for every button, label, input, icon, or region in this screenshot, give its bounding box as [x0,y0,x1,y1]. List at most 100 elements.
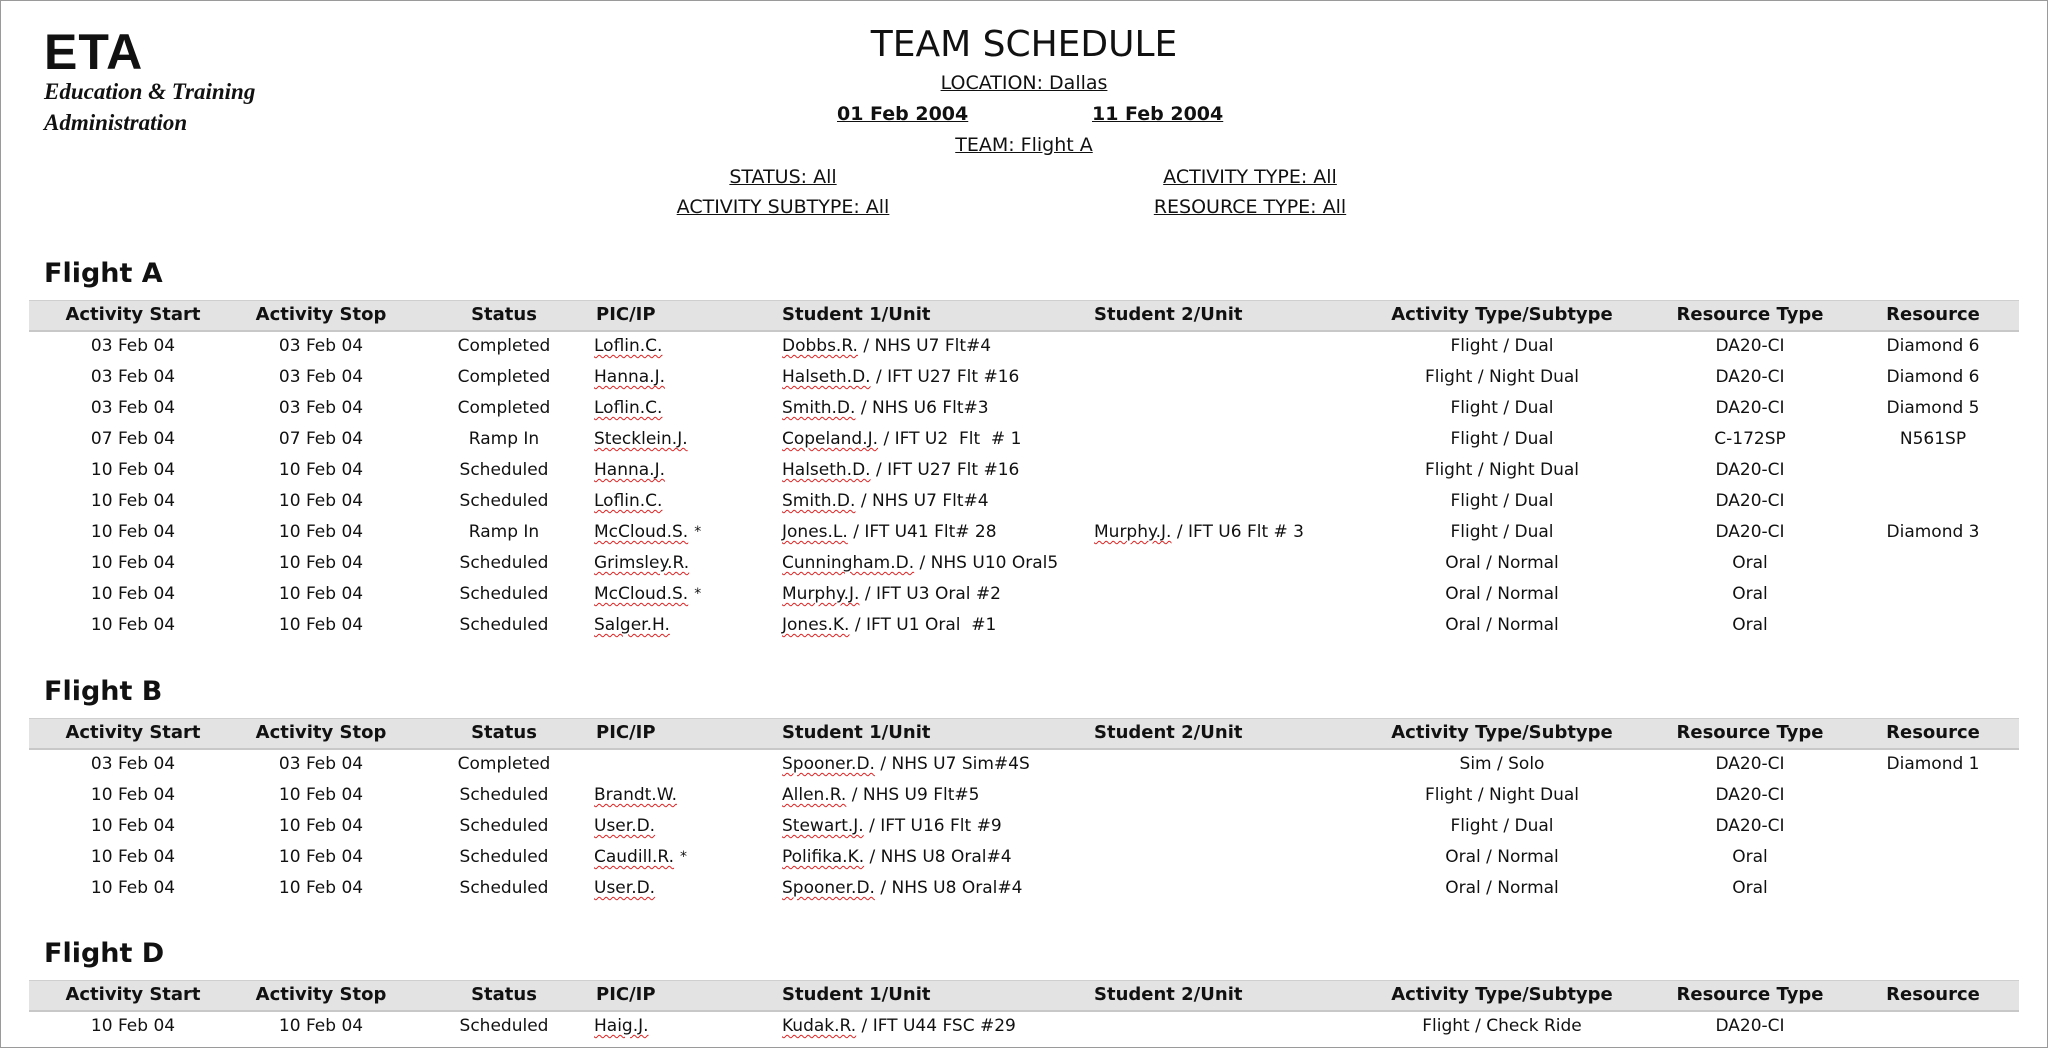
table-row[interactable]: 10 Feb 04 10 Feb 04 Scheduled User.D. Spoone… [0,877,2048,908]
cell-student-1: Copeland.J. / IFT U2 Flt # 1 [782,428,1021,450]
cell-pic-ip: Loflin.C. [594,335,662,357]
column-header-student-1: Student 1/Unit [782,984,931,1005]
student-unit: / NHS U10 Oral5 [914,553,1059,573]
cell-activity-type: Sim / Solo [1459,754,1545,774]
cell-resource: Diamond 5 [1886,398,1980,418]
logo-acronym: ETA [44,24,144,80]
cell-resource-type: DA20-CI [1715,336,1785,356]
column-header-student-1: Student 1/Unit [782,304,931,325]
cell-status: Scheduled [459,584,549,604]
table-row[interactable]: 10 Feb 04 10 Feb 04 Scheduled User.D. Stewar… [0,815,2048,846]
column-header-student-1: Student 1/Unit [782,722,931,743]
student-name: Smith.D. [782,491,856,511]
pic-name: Loflin.C. [594,398,663,418]
team-filter: TEAM: Flight A [955,134,1093,156]
table-row[interactable]: 10 Feb 04 10 Feb 04 Scheduled Grimsley.R. Cu… [0,552,2048,583]
table-row[interactable]: 03 Feb 04 03 Feb 04 Completed Loflin.C. Dobb… [0,335,2048,366]
cell-activity-stop: 10 Feb 04 [278,1016,364,1036]
cell-status: Scheduled [459,460,549,480]
cell-activity-type: Flight / Check Ride [1422,1016,1582,1036]
pic-name: McCloud.S. [594,522,689,542]
student-name: Cunningham.D. [782,553,915,573]
table-row[interactable]: 10 Feb 04 10 Feb 04 Scheduled Haig.J. Kudak.… [0,1015,2048,1046]
table-row[interactable]: 10 Feb 04 10 Feb 04 Ramp In McCloud.S. * Jone… [0,521,2048,552]
cell-status: Scheduled [459,878,549,898]
column-header-activity-stop: Activity Stop [255,304,387,325]
student-unit: / NHS U8 Oral#4 [874,878,1023,898]
section-title: Flight B [44,676,163,707]
column-header-activity-start: Activity Start [65,304,201,325]
pic-name: Caudill.R. [594,847,675,867]
student-unit: / NHS U8 Oral#4 [864,847,1012,867]
student-name: Stewart.J. [782,816,864,836]
table-row[interactable]: 03 Feb 04 03 Feb 04 Completed Loflin.C. Smit… [0,397,2048,428]
student-unit: / IFT U16 Flt #9 [863,816,1002,836]
cell-resource-type: Oral [1732,584,1768,604]
table-row[interactable]: 03 Feb 04 03 Feb 04 Completed Spooner.D. / … [0,753,2048,784]
cell-pic-ip: Hanna.J. [594,366,665,388]
status-filter: STATUS: All [729,166,837,188]
column-header-resource: Resource [1886,722,1980,743]
column-header-resource-type: Resource Type [1676,722,1824,743]
cell-activity-stop: 10 Feb 04 [278,878,364,898]
student-name: Murphy.J. [782,584,860,604]
student-unit: / IFT U27 Flt #16 [870,367,1020,387]
cell-status: Completed [457,754,551,774]
student-unit: / NHS U6 Flt#3 [855,398,989,418]
pic-name: Salger.H. [594,615,670,635]
column-header-pic-ip: PIC/IP [596,984,656,1005]
cell-student-1: Cunningham.D. / NHS U10 Oral5 [782,552,1058,574]
cell-student-1: Smith.D. / NHS U7 Flt#4 [782,490,989,512]
cell-pic-ip: Brandt.W. [594,784,677,806]
column-header-status: Status [471,722,537,743]
table-row[interactable]: 10 Feb 04 10 Feb 04 Scheduled Loflin.C. Smit… [0,490,2048,521]
pic-name: User.D. [594,816,656,836]
cell-student-1: Dobbs.R. / NHS U7 Flt#4 [782,335,991,357]
column-header-activity-type: Activity Type/Subtype [1391,304,1613,325]
activity-subtype-filter: ACTIVITY SUBTYPE: All [676,196,890,218]
student-name: Dobbs.R. [782,336,858,356]
table-header: Activity Start Activity Stop Status PIC/IP S… [29,718,2019,750]
student-name: Smith.D. [782,398,856,418]
student-unit: / IFT U6 Flt # 3 [1171,522,1304,542]
table-row[interactable]: 10 Feb 04 10 Feb 04 Scheduled Caudill.R. * Po… [0,846,2048,877]
pic-name: Loflin.C. [594,336,663,356]
pic-name: Haig.J. [594,1016,649,1036]
eta-logo: ETA Education & Training Administration [44,24,255,138]
cell-status: Completed [457,336,551,356]
cell-status: Scheduled [459,1016,549,1036]
table-row[interactable]: 10 Feb 04 10 Feb 04 Scheduled Salger.H. Jone… [0,614,2048,645]
section-title: Flight A [44,258,163,289]
cell-activity-start: 03 Feb 04 [90,398,176,418]
cell-activity-start: 10 Feb 04 [90,1016,176,1036]
table-row[interactable]: 10 Feb 04 10 Feb 04 Scheduled Hanna.J. Halse… [0,459,2048,490]
cell-activity-start: 10 Feb 04 [90,553,176,573]
cell-activity-stop: 03 Feb 04 [278,754,364,774]
table-row[interactable]: 10 Feb 04 10 Feb 04 Scheduled McCloud.S. * Mu… [0,583,2048,614]
table-row[interactable]: 07 Feb 04 07 Feb 04 Ramp In Stecklein.J. Cop… [0,428,2048,459]
cell-pic-ip: Haig.J. [594,1015,649,1037]
cell-activity-stop: 10 Feb 04 [278,785,364,805]
student-unit: / IFT U2 Flt # 1 [878,429,1022,449]
cell-status: Scheduled [459,491,549,511]
cell-activity-stop: 10 Feb 04 [278,847,364,867]
student-name: Allen.R. [782,785,847,805]
pic-asterisk: * [694,524,702,540]
cell-activity-stop: 03 Feb 04 [278,336,364,356]
column-header-activity-type: Activity Type/Subtype [1391,722,1613,743]
student-name: Spooner.D. [782,754,875,774]
table-row[interactable]: 03 Feb 04 03 Feb 04 Completed Hanna.J. Halse… [0,366,2048,397]
column-header-resource-type: Resource Type [1676,304,1824,325]
cell-resource-type: C-172SP [1714,429,1786,449]
cell-resource-type: DA20-CI [1715,367,1785,387]
cell-student-2: Murphy.J. / IFT U6 Flt # 3 [1094,521,1304,543]
resource-type-filter: RESOURCE TYPE: All [1153,196,1347,218]
cell-resource: Diamond 3 [1886,522,1980,542]
cell-resource-type: DA20-CI [1715,754,1785,774]
pic-name: Hanna.J. [594,367,665,387]
cell-activity-type: Oral / Normal [1445,847,1559,867]
cell-activity-type: Flight / Night Dual [1424,367,1580,387]
table-row[interactable]: 10 Feb 04 10 Feb 04 Scheduled Brandt.W. Alle… [0,784,2048,815]
cell-activity-type: Oral / Normal [1445,878,1559,898]
cell-pic-ip: Caudill.R. * [594,846,687,868]
